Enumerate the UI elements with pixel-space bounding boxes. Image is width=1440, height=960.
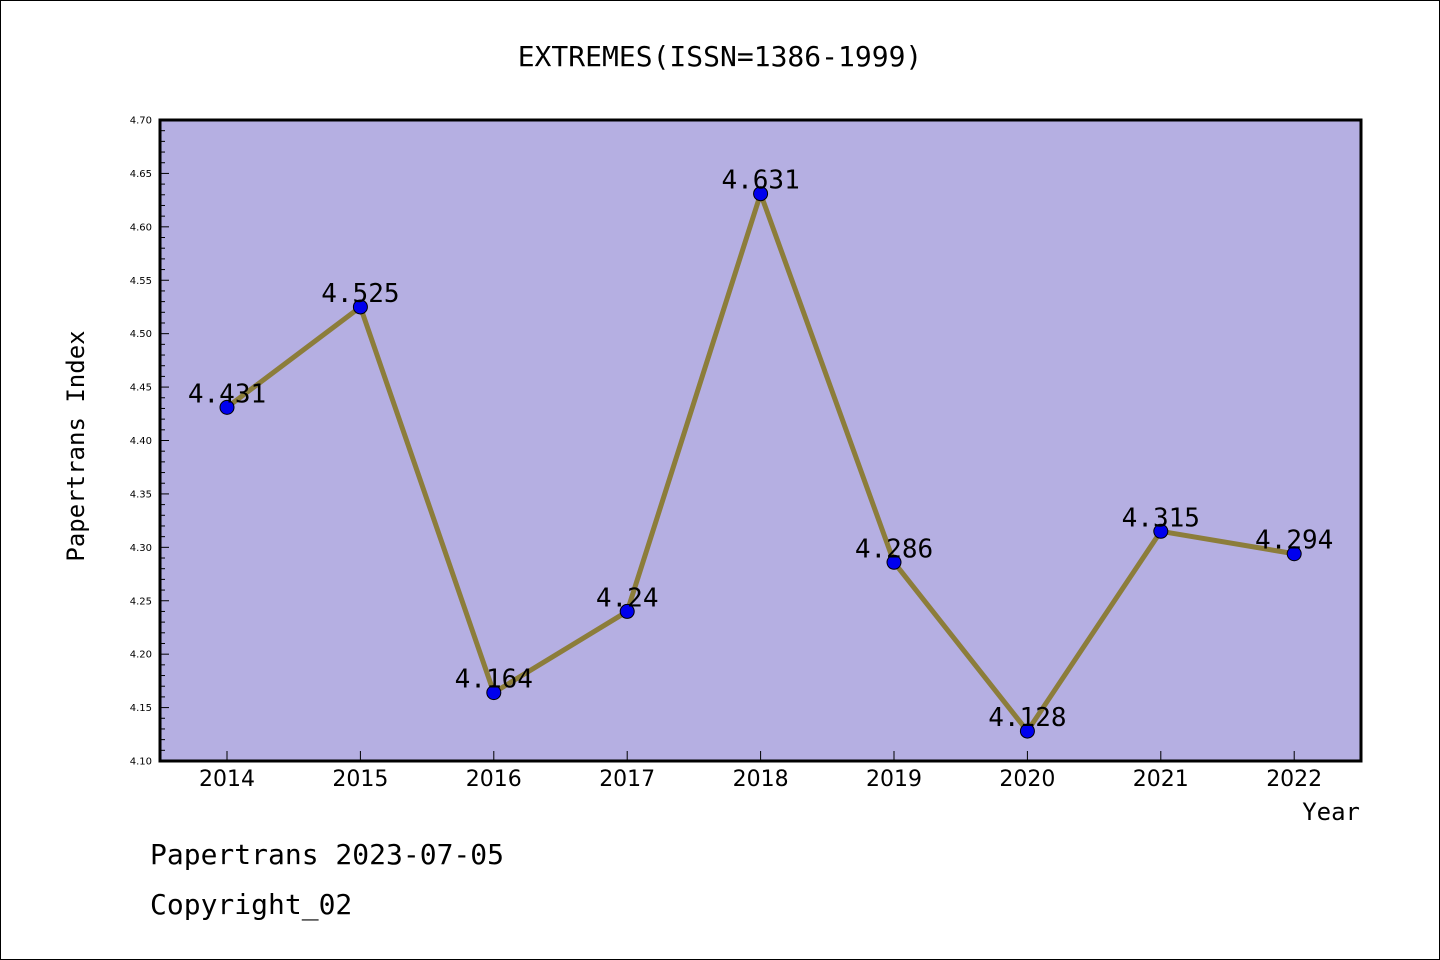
- x-axis: 2014 2015 2016 2017 2018 2019 2020 2021 2022: [199, 751, 1322, 792]
- data-point: [1153, 523, 1169, 539]
- data-label: 4.286: [855, 534, 933, 564]
- plot-area: [158, 118, 1363, 763]
- data-point: [219, 399, 235, 415]
- y-tick-label: 4.50: [130, 329, 152, 340]
- data-point: [486, 685, 502, 701]
- x-tick-label: 2022: [1266, 767, 1322, 792]
- y-axis: 4.10 4.15 4.20 4.25 4.30 4.35 4.40 4.45 4.50 4.55…: [130, 116, 169, 768]
- x-tick-label: 2014: [199, 767, 255, 792]
- data-label: 4.294: [1255, 526, 1333, 556]
- data-label: 4.315: [1122, 503, 1200, 533]
- data-label: 4.431: [188, 379, 266, 409]
- data-points: [219, 186, 1302, 739]
- x-tick-label: 2020: [999, 767, 1055, 792]
- data-labels: 4.431 4.525 4.164 4.24 4.631 4.286 4.128 4.315 4…: [188, 166, 1333, 733]
- footer-copyright: Copyright_02: [150, 888, 352, 922]
- y-tick-label: 4.15: [130, 703, 152, 714]
- y-tick-label: 4.30: [130, 543, 152, 554]
- x-tick-label: 2021: [1133, 767, 1189, 792]
- data-label: 4.128: [988, 703, 1066, 733]
- y-tick-label: 4.35: [130, 489, 152, 500]
- y-tick-label: 4.55: [130, 276, 152, 287]
- x-tick-label: 2016: [466, 767, 522, 792]
- y-tick-label: 4.10: [130, 757, 152, 768]
- y-tick-label: 4.65: [130, 169, 152, 180]
- x-tick-label: 2018: [733, 767, 789, 792]
- data-point: [886, 554, 902, 570]
- x-tick-label: 2017: [599, 767, 655, 792]
- data-label: 4.631: [721, 166, 799, 196]
- x-tick-label: 2019: [866, 767, 922, 792]
- y-tick-label: 4.60: [130, 222, 152, 233]
- y-tick-label: 4.20: [130, 650, 152, 661]
- y-tick-label: 4.40: [130, 436, 152, 447]
- y-tick-label: 4.25: [130, 596, 152, 607]
- y-tick-label: 4.45: [130, 383, 152, 394]
- footer-date: Papertrans 2023-07-05: [150, 838, 504, 871]
- chart-title: EXTREMES(ISSN=1386-1999): [518, 40, 923, 73]
- data-label: 4.164: [455, 665, 533, 695]
- x-axis-label: Year: [1302, 798, 1360, 826]
- data-point: [619, 603, 635, 619]
- y-tick-label: 4.70: [130, 116, 152, 127]
- data-point: [753, 186, 769, 202]
- x-tick-label: 2015: [332, 767, 388, 792]
- y-axis-label: Papertrans Index: [62, 330, 90, 561]
- data-point: [352, 299, 368, 315]
- data-label: 4.525: [321, 279, 399, 309]
- data-label: 4.24: [596, 583, 659, 613]
- data-point: [1019, 723, 1035, 739]
- data-point: [1286, 546, 1302, 562]
